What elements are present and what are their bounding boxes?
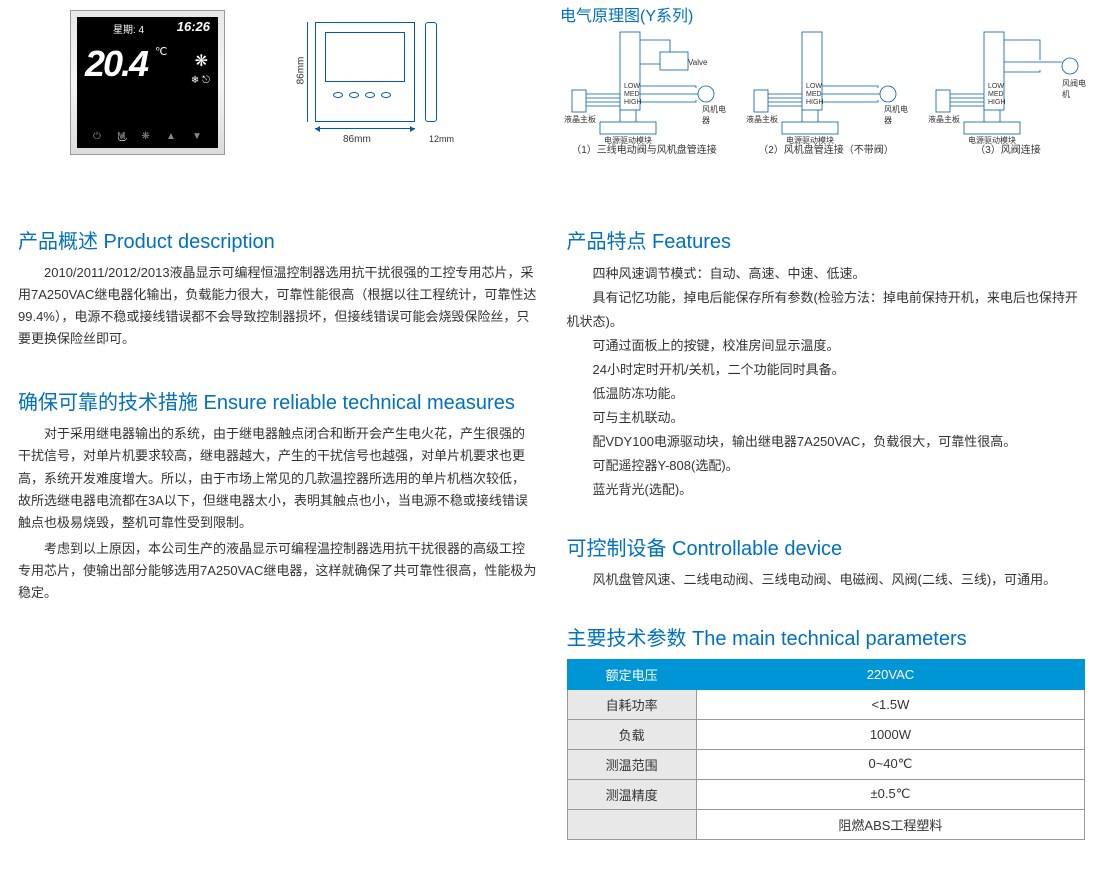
wiring-caption-3: （3）风阀连接 bbox=[924, 141, 1092, 156]
svg-text:LOW: LOW bbox=[806, 83, 822, 90]
lcd-label-2: 液晶主板 bbox=[746, 114, 778, 125]
feature-item: 24小时定时开机/关机，二个功能同时具备。 bbox=[567, 358, 1086, 382]
btn-up: ▲ bbox=[166, 131, 176, 142]
content-columns: 产品概述 Product description 2010/2011/2012/… bbox=[0, 155, 1103, 870]
wiring-diagram-1: LOW MED HIGH 液晶主板 Valve 风机电器 电源驱动模块 （1）三… bbox=[560, 26, 728, 156]
param-val: 阻燃ABS工程塑料 bbox=[696, 809, 1084, 839]
param-val: 220VAC bbox=[696, 659, 1084, 689]
product-description-text: 2010/2011/2012/2013液晶显示可编程恒温控制器选用抗干扰很强的工… bbox=[18, 262, 537, 350]
thermostat-buttons: ⏻ M ❋ ▲ ▼ bbox=[77, 131, 218, 142]
svg-text:MED: MED bbox=[624, 91, 640, 98]
lcd-time: 16:26 bbox=[177, 19, 210, 34]
param-key: 测温精度 bbox=[567, 779, 696, 809]
param-val: 0~40℃ bbox=[696, 749, 1084, 779]
fanrelay-label-2: 风机电器 bbox=[884, 104, 910, 126]
feature-item: 可与主机联动。 bbox=[567, 406, 1086, 430]
features-section: 产品特点 Features 四种风速调节模式：自动、高速、中速、低速。 具有记忆… bbox=[567, 225, 1086, 502]
product-description-section: 产品概述 Product description 2010/2011/2012/… bbox=[18, 225, 537, 350]
svg-text:HIGH: HIGH bbox=[988, 99, 1006, 106]
param-key: 额定电压 bbox=[567, 659, 696, 689]
controllable-device-section: 可控制设备 Controllable device 风机盘管风速、二线电动阀、三… bbox=[567, 532, 1086, 591]
param-key: 测温范围 bbox=[567, 749, 696, 779]
param-val: ±0.5℃ bbox=[696, 779, 1084, 809]
svg-text:MED: MED bbox=[988, 91, 1004, 98]
dim-height-line bbox=[307, 22, 308, 122]
valve-label: Valve bbox=[688, 58, 707, 67]
table-row: 额定电压 220VAC bbox=[567, 659, 1085, 689]
features-list: 四种风速调节模式：自动、高速、中速、低速。 具有记忆功能，掉电后能保存所有参数(… bbox=[567, 262, 1086, 502]
svg-text:HIGH: HIGH bbox=[806, 99, 824, 106]
btn-fan: ❋ bbox=[142, 131, 150, 142]
controllable-device-text: 风机盘管风速、二线电动阀、三线电动阀、电磁阀、风阀(二线、三线)，可通用。 bbox=[567, 569, 1086, 591]
feature-item: 可通过面板上的按键，校准房间显示温度。 bbox=[567, 334, 1086, 358]
lcd-unit: ℃ bbox=[155, 45, 167, 58]
wiring-diagram-3: LOW MED HIGH 液晶主板 风阀电机 电源驱动模块 （3）风阀连接 bbox=[924, 26, 1092, 156]
dim-height-label: 86mm bbox=[295, 57, 306, 85]
fanmotor-label: 风阀电机 bbox=[1062, 78, 1092, 100]
wiring-diagrams: LOW MED HIGH 液晶主板 Valve 风机电器 电源驱动模块 （1）三… bbox=[560, 26, 1092, 156]
dim-screen-outline bbox=[325, 32, 405, 82]
thermostat-screen: 星期: 4 16:26 20.4 ℃ ❋ ❄ ⎋ ♨ ⏻ M ❋ ▲ ▼ bbox=[77, 17, 218, 148]
lcd-temperature: 20.4 bbox=[85, 43, 147, 85]
fanrelay-label-1: 风机电器 bbox=[702, 104, 728, 126]
reliable-measures-p1: 对于采用继电器输出的系统，由于继电器触点闭合和断开会产生电火花，产生很强的干扰信… bbox=[18, 423, 537, 533]
table-row: 阻燃ABS工程塑料 bbox=[567, 809, 1085, 839]
features-heading: 产品特点 Features bbox=[567, 225, 1086, 254]
lcd-mode-icons: ❄ ⎋ bbox=[191, 75, 210, 86]
feature-item: 可配遥控器Y-808(选配)。 bbox=[567, 454, 1086, 478]
table-row: 测温范围 0~40℃ bbox=[567, 749, 1085, 779]
parameters-section: 主要技术参数 The main technical parameters 额定电… bbox=[567, 622, 1086, 840]
feature-item: 低温防冻功能。 bbox=[567, 382, 1086, 406]
reliable-measures-p2: 考虑到以上原因，本公司生产的液晶显示可编程温控制器选用抗干扰很器的高级工控专用芯… bbox=[18, 538, 537, 604]
param-val: <1.5W bbox=[696, 689, 1084, 719]
lcd-label-1: 液晶主板 bbox=[564, 114, 596, 125]
svg-text:MED: MED bbox=[806, 91, 822, 98]
dimension-drawing: 86mm 86mm 12mm bbox=[265, 10, 465, 155]
dim-width-label: 86mm bbox=[343, 134, 371, 145]
right-column: 产品特点 Features 四种风速调节模式：自动、高速、中速、低速。 具有记忆… bbox=[567, 225, 1086, 870]
dim-depth-label: 12mm bbox=[429, 134, 454, 144]
parameters-heading: 主要技术参数 The main technical parameters bbox=[567, 622, 1086, 651]
svg-text:LOW: LOW bbox=[624, 83, 640, 90]
table-row: 负载 1000W bbox=[567, 719, 1085, 749]
wiring-diagram-title: 电气原理图(Y系列) bbox=[560, 2, 693, 26]
lcd-day: 星期: 4 bbox=[113, 21, 144, 36]
controllable-device-heading: 可控制设备 Controllable device bbox=[567, 532, 1086, 561]
btn-mode: M bbox=[117, 131, 125, 142]
lcd-fan-icon: ❋ bbox=[195, 51, 208, 71]
wiring-caption-2: （2）风机盘管连接（不带阀） bbox=[742, 141, 910, 156]
param-key: 负载 bbox=[567, 719, 696, 749]
btn-down: ▼ bbox=[192, 131, 202, 142]
btn-power: ⏻ bbox=[93, 131, 101, 142]
dim-width-line bbox=[315, 128, 415, 129]
param-key: 自耗功率 bbox=[567, 689, 696, 719]
left-column: 产品概述 Product description 2010/2011/2012/… bbox=[18, 225, 537, 870]
feature-item: 四种风速调节模式：自动、高速、中速、低速。 bbox=[567, 262, 1086, 286]
lcd-label-3: 液晶主板 bbox=[928, 114, 960, 125]
wiring-diagram-2: LOW MED HIGH 液晶主板 风机电器 电源驱动模块 （2）风机盘管连接（… bbox=[742, 26, 910, 156]
svg-text:LOW: LOW bbox=[988, 83, 1004, 90]
table-row: 自耗功率 <1.5W bbox=[567, 689, 1085, 719]
feature-item: 配VDY100电源驱动块，输出继电器7A250VAC，负载很大，可靠性很高。 bbox=[567, 430, 1086, 454]
feature-item: 蓝光背光(选配)。 bbox=[567, 478, 1086, 502]
reliable-measures-section: 确保可靠的技术措施 Ensure reliable technical meas… bbox=[18, 386, 537, 604]
param-key bbox=[567, 809, 696, 839]
thermostat-product-image: 星期: 4 16:26 20.4 ℃ ❋ ❄ ⎋ ♨ ⏻ M ❋ ▲ ▼ bbox=[70, 10, 225, 155]
table-row: 测温精度 ±0.5℃ bbox=[567, 779, 1085, 809]
reliable-measures-heading: 确保可靠的技术措施 Ensure reliable technical meas… bbox=[18, 386, 537, 415]
svg-text:HIGH: HIGH bbox=[624, 99, 642, 106]
dim-button-ovals bbox=[333, 92, 391, 98]
dim-side-outline bbox=[425, 22, 437, 122]
param-val: 1000W bbox=[696, 719, 1084, 749]
parameters-table: 额定电压 220VAC 自耗功率 <1.5W 负载 1000W 测温范围 0~4… bbox=[567, 659, 1086, 840]
product-description-heading: 产品概述 Product description bbox=[18, 225, 537, 254]
wiring-caption-1: （1）三线电动阀与风机盘管连接 bbox=[560, 141, 728, 156]
feature-item: 具有记忆功能，掉电后能保存所有参数(检验方法：掉电前保持开机，来电后也保持开机状… bbox=[567, 286, 1086, 334]
